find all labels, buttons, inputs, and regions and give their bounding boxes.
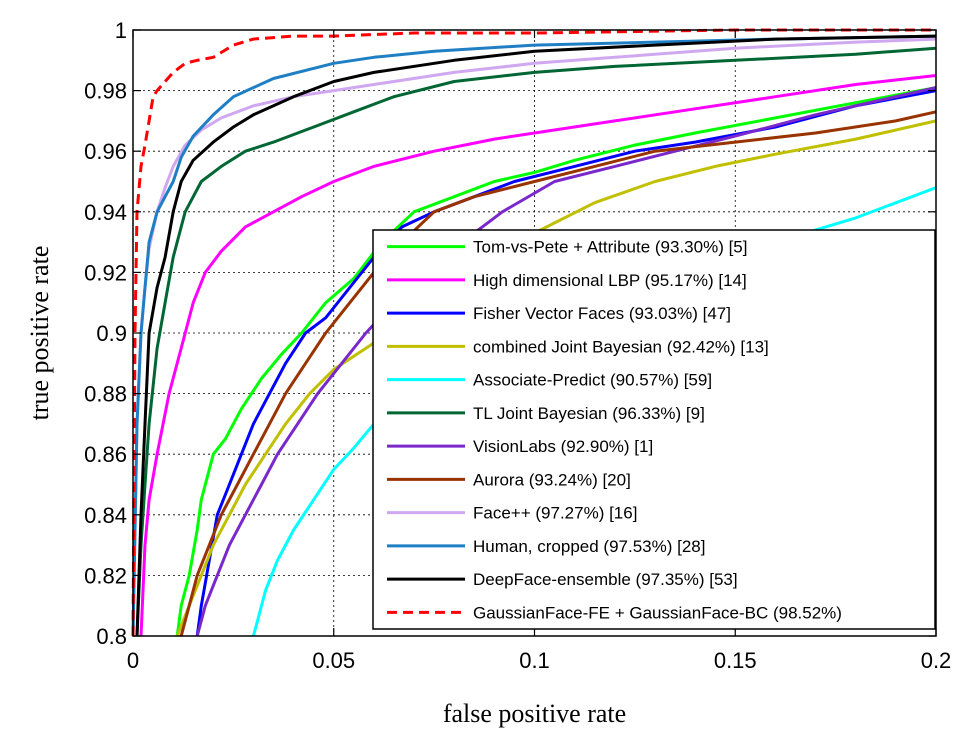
y-tick-label: 0.96	[84, 139, 127, 164]
series-line-1	[139, 74, 937, 637]
y-tick-label: 0.84	[84, 503, 127, 528]
series-line-5	[135, 46, 937, 637]
x-tick-label: 0.05	[312, 648, 355, 673]
x-tick-label: 0	[127, 648, 139, 673]
y-tick-label: 0.9	[96, 321, 127, 346]
legend-entry: Tom-vs-Pete + Attribute (93.30%) [5]	[473, 238, 747, 257]
y-tick-label: 0.92	[84, 260, 127, 285]
series-line-0	[175, 86, 937, 637]
legend-entry: TL Joint Bayesian (96.33%) [9]	[473, 404, 705, 423]
series-line-9	[131, 34, 937, 637]
y-tick-label: 0.82	[84, 563, 127, 588]
legend: Tom-vs-Pete + Attribute (93.30%) [5] High…	[372, 229, 936, 630]
series-line-7	[179, 110, 937, 637]
y-axis-label: true positive rate	[25, 246, 54, 421]
x-axis-label: false positive rate	[443, 699, 626, 728]
y-tick-label: 0.8	[96, 624, 127, 649]
legend-entry: Aurora (93.24%) [20]	[473, 470, 631, 489]
legend-entry: DeepFace-ensemble (97.35%) [53]	[473, 570, 738, 589]
x-tick-label: 0.15	[714, 648, 757, 673]
legend-entry: Face++ (97.27%) [16]	[473, 504, 637, 523]
series-line-2	[195, 89, 937, 637]
legend-entry: High dimensional LBP (95.17%) [14]	[473, 271, 747, 290]
legend-entry: Associate-Predict (90.57%) [59]	[473, 371, 712, 390]
y-tick-label: 0.88	[84, 382, 127, 407]
series-line-10	[135, 34, 937, 637]
tick-labels: 0 0.05 0.1 0.15 0.2 0.8 0.82 0.84 0.86 0.88 0.9 0.9…	[84, 18, 951, 673]
legend-entry: GaussianFace-FE + GaussianFace-BC (98.52…	[473, 603, 842, 622]
legend-entry: VisionLabs (92.90%) [1]	[473, 437, 653, 456]
x-tick-label: 0.1	[519, 648, 550, 673]
legend-entry: Fisher Vector Faces (93.03%) [47]	[473, 304, 731, 323]
series-line-3	[175, 119, 937, 637]
x-tick-label: 0.2	[921, 648, 952, 673]
legend-entry: Human, cropped (97.53%) [28]	[473, 537, 705, 556]
y-tick-label: 0.86	[84, 442, 127, 467]
y-tick-label: 1	[115, 18, 127, 43]
legend-entry: combined Joint Bayesian (92.42%) [13]	[473, 337, 769, 356]
y-tick-label: 0.98	[84, 79, 127, 104]
y-tick-label: 0.94	[84, 200, 127, 225]
legend-box	[372, 229, 936, 630]
